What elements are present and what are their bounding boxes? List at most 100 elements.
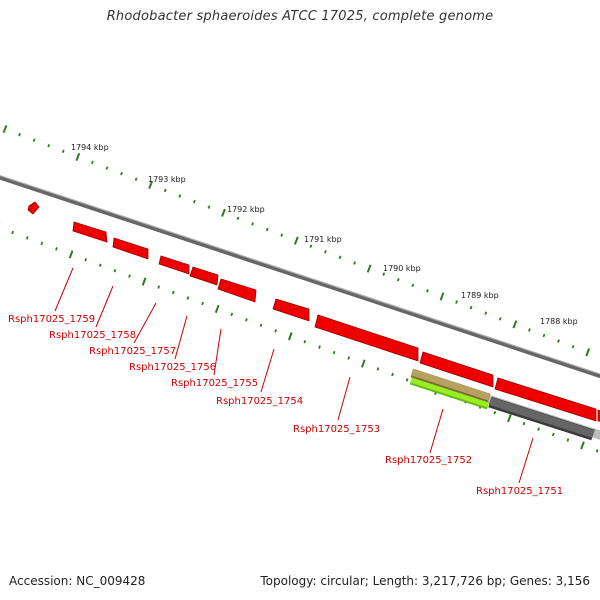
outer-tick-36 — [528, 328, 531, 332]
inner-tick-27 — [391, 372, 394, 377]
outer-tick-8 — [120, 171, 123, 176]
accession-text: Accession: NC_009428 — [9, 574, 146, 588]
inner-tick-8 — [113, 268, 117, 273]
inner-tick-37 — [537, 427, 541, 431]
outer-tick-2 — [32, 138, 36, 142]
leader-line-1754 — [260, 348, 275, 393]
gene-arrow-1753[interactable] — [314, 314, 419, 362]
inner-tick-10 — [141, 277, 147, 286]
inner-tick-19 — [274, 329, 278, 333]
outer-tick-0 — [2, 124, 8, 134]
outer-tick-21 — [309, 244, 313, 248]
outer-tick-27 — [396, 277, 400, 282]
gene-label-1756[interactable]: Rsph17025_1756 — [129, 362, 216, 373]
inner-tick-21 — [303, 339, 307, 344]
gene-arrow-partial[interactable] — [27, 201, 40, 215]
outer-scale-ticks — [2, 124, 591, 357]
gene-label-1758[interactable]: Rsph17025_1758 — [49, 330, 136, 341]
genome-backbone-highlight — [0, 175, 600, 375]
outer-tick-22 — [324, 250, 327, 254]
outer-tick-32 — [469, 305, 473, 310]
leader-line-1759 — [54, 267, 74, 312]
outer-tick-33 — [484, 311, 488, 315]
inner-tick-18 — [259, 323, 263, 328]
outer-tick-30 — [439, 292, 445, 301]
gene-label-1755[interactable]: Rsph17025_1755 — [171, 378, 258, 389]
outer-tick-12 — [178, 194, 182, 198]
scale-label-1792: 1792 kbp — [227, 205, 265, 214]
outer-tick-15 — [221, 208, 226, 217]
inner-tick-39 — [566, 438, 570, 442]
gene-label-1752[interactable]: Rsph17025_1752 — [385, 455, 472, 466]
leader-line-1753 — [337, 376, 351, 421]
inner-tick-40 — [580, 441, 585, 450]
outer-tick-31 — [455, 300, 458, 304]
outer-tick-9 — [134, 177, 138, 181]
outer-tick-35 — [512, 320, 518, 329]
gene-arrow-1751[interactable] — [494, 377, 597, 422]
leader-line-1756 — [174, 315, 188, 360]
outer-tick-10 — [148, 180, 154, 189]
outer-tick-28 — [411, 283, 415, 288]
outer-tick-18 — [265, 227, 269, 232]
inner-tick-38 — [551, 432, 555, 437]
inner-tick-34 — [493, 410, 497, 415]
inner-tick-11 — [157, 285, 161, 289]
gene-label-1751[interactable]: Rsph17025_1751 — [476, 486, 563, 497]
feature-bar-lime — [410, 377, 489, 408]
inner-tick-16 — [230, 312, 234, 317]
outer-tick-1 — [18, 132, 21, 137]
inner-tick-35 — [507, 414, 512, 423]
inner-tick-6 — [84, 258, 88, 262]
inner-tick-7 — [98, 263, 102, 267]
inner-tick-5 — [68, 250, 74, 259]
outer-tick-5 — [75, 152, 81, 161]
scale-label-1793: 1793 kbp — [148, 175, 186, 184]
outer-tick-38 — [557, 339, 560, 343]
scale-label-1794: 1794 kbp — [71, 143, 109, 152]
outer-tick-4 — [61, 149, 65, 154]
inner-tick-36 — [522, 421, 526, 426]
feature-bar-tan — [410, 368, 491, 401]
inner-tick-9 — [128, 274, 131, 278]
inner-tick-17 — [245, 318, 248, 322]
outer-tick-14 — [207, 205, 211, 209]
scale-labels: 1794 kbp 1793 kbp 1792 kbp 1791 kbp 1790… — [71, 143, 578, 326]
inner-tick-25 — [360, 359, 366, 368]
gene-arrow-1757[interactable] — [158, 255, 190, 275]
gene-arrow-1758[interactable] — [112, 237, 149, 260]
inner-tick-28 — [405, 378, 409, 382]
inner-tick-20 — [287, 332, 293, 341]
outer-tick-39 — [571, 344, 575, 349]
gene-arrow-1754[interactable] — [272, 298, 310, 322]
inner-tick-12 — [171, 290, 175, 295]
leader-line-1752 — [429, 408, 444, 454]
outer-tick-29 — [426, 289, 429, 293]
leader-line-1758 — [95, 285, 114, 328]
gene-label-1754[interactable]: Rsph17025_1754 — [216, 396, 303, 407]
outer-tick-11 — [163, 188, 167, 193]
feature-bar-dark — [488, 397, 595, 438]
inner-tick-23 — [332, 350, 336, 355]
inner-tick-15 — [214, 304, 220, 314]
outer-tick-3 — [47, 143, 51, 148]
outer-tick-37 — [542, 333, 546, 338]
outer-tick-7 — [105, 166, 109, 170]
inner-tick-24 — [347, 356, 351, 360]
gene-labels: Rsph17025_1759 Rsph17025_1758 Rsph17025_… — [8, 314, 563, 497]
gene-arrow-1755[interactable] — [217, 278, 257, 303]
scale-label-1790: 1790 kbp — [383, 264, 421, 273]
outer-tick-16 — [236, 216, 240, 221]
gene-label-1759[interactable]: Rsph17025_1759 — [8, 314, 95, 325]
gene-arrow-1759[interactable] — [72, 221, 108, 243]
page-title: Rhodobacter sphaeroides ATCC 17025, comp… — [106, 9, 494, 24]
outer-tick-19 — [280, 233, 284, 237]
gene-label-1757[interactable]: Rsph17025_1757 — [89, 346, 176, 357]
gene-label-1753[interactable]: Rsph17025_1753 — [293, 424, 380, 435]
inner-scale-ticks — [0, 223, 599, 453]
gene-arrow-1756[interactable] — [189, 266, 219, 286]
label-leader-lines — [54, 267, 534, 484]
gene-arrow-1752[interactable] — [419, 351, 494, 388]
